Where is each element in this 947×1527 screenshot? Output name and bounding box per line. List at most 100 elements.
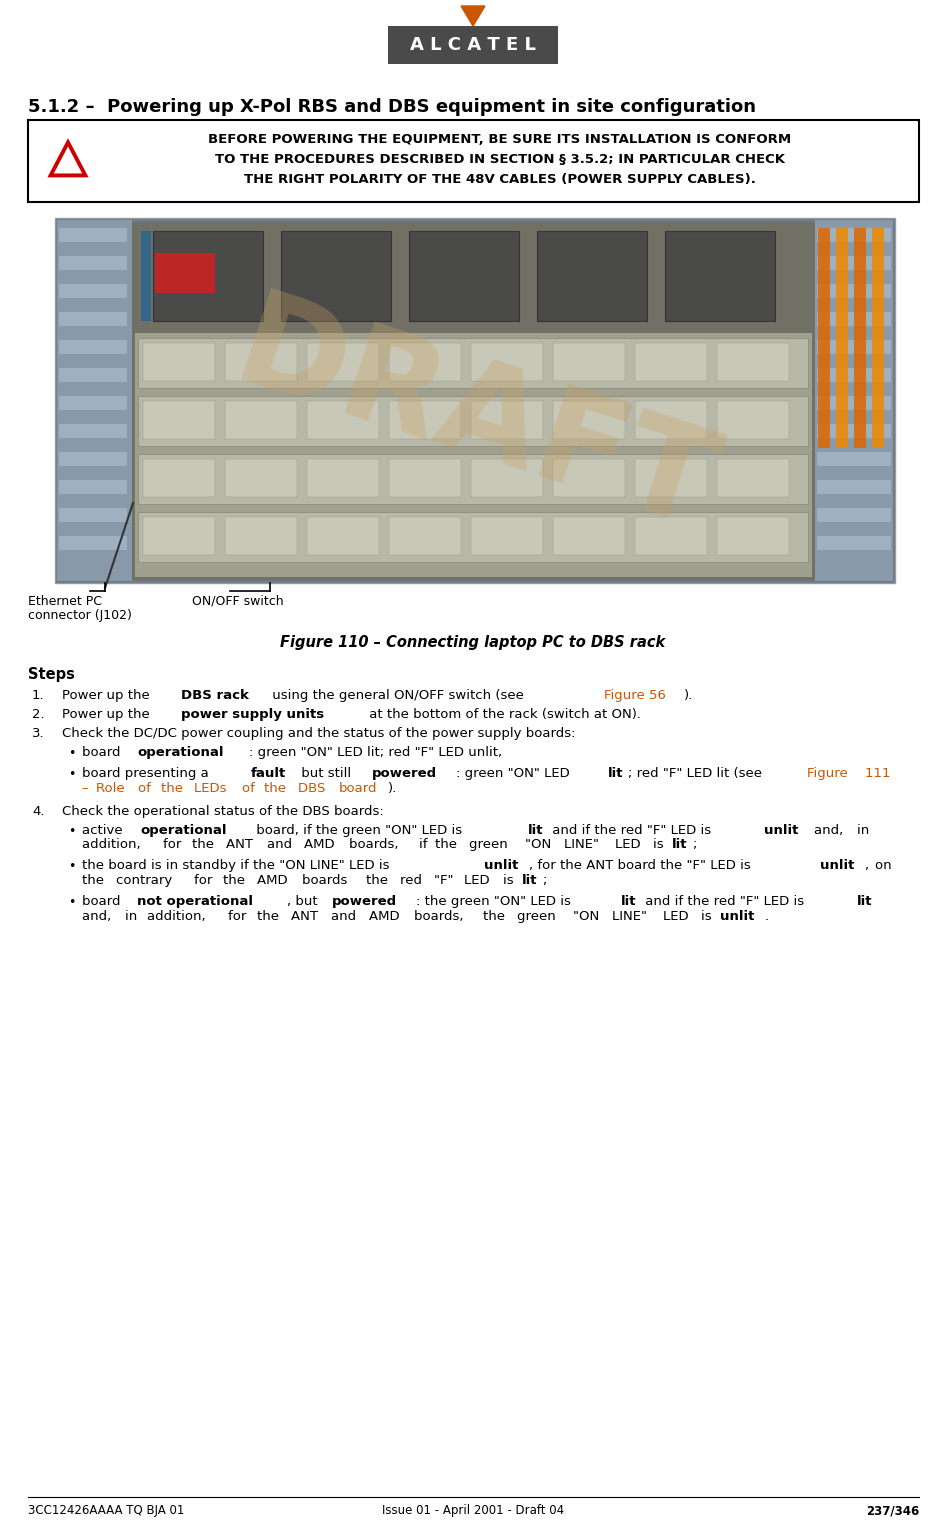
FancyBboxPatch shape xyxy=(635,518,707,554)
Text: the: the xyxy=(264,782,290,794)
Text: 3CC12426AAAA TQ BJA 01: 3CC12426AAAA TQ BJA 01 xyxy=(28,1504,185,1516)
Text: DBS: DBS xyxy=(297,782,330,794)
Text: Steps: Steps xyxy=(28,667,75,683)
FancyBboxPatch shape xyxy=(537,231,647,321)
Text: powered: powered xyxy=(372,767,437,780)
Text: boards,: boards, xyxy=(414,910,468,922)
Text: of: of xyxy=(241,782,259,794)
Text: operational: operational xyxy=(140,823,226,837)
Text: if: if xyxy=(419,838,432,852)
FancyBboxPatch shape xyxy=(389,402,461,438)
Text: and,: and, xyxy=(82,910,116,922)
Text: on: on xyxy=(875,860,896,872)
FancyBboxPatch shape xyxy=(854,228,866,447)
FancyBboxPatch shape xyxy=(59,425,127,438)
FancyBboxPatch shape xyxy=(817,425,891,438)
FancyBboxPatch shape xyxy=(307,518,379,554)
FancyBboxPatch shape xyxy=(59,368,127,382)
Text: 5.1.2 –  Powering up X-Pol RBS and DBS equipment in site configuration: 5.1.2 – Powering up X-Pol RBS and DBS eq… xyxy=(28,98,756,116)
Text: but still: but still xyxy=(296,767,355,780)
FancyBboxPatch shape xyxy=(59,452,127,466)
Text: active: active xyxy=(82,823,127,837)
Text: the: the xyxy=(82,873,108,887)
FancyBboxPatch shape xyxy=(59,508,127,522)
FancyBboxPatch shape xyxy=(553,460,625,496)
Text: TO THE PROCEDURES DESCRIBED IN SECTION § 3.5.2; IN PARTICULAR CHECK: TO THE PROCEDURES DESCRIBED IN SECTION §… xyxy=(215,153,785,166)
Text: BEFORE POWERING THE EQUIPMENT, BE SURE ITS INSTALLATION IS CONFORM: BEFORE POWERING THE EQUIPMENT, BE SURE I… xyxy=(208,133,792,147)
FancyBboxPatch shape xyxy=(143,460,215,496)
Polygon shape xyxy=(50,142,85,176)
Text: Check the DC/DC power coupling and the status of the power supply boards:: Check the DC/DC power coupling and the s… xyxy=(62,727,576,741)
FancyBboxPatch shape xyxy=(59,257,127,270)
FancyBboxPatch shape xyxy=(717,344,789,382)
FancyBboxPatch shape xyxy=(635,460,707,496)
Text: and: and xyxy=(266,838,295,852)
Text: is: is xyxy=(653,838,668,852)
FancyBboxPatch shape xyxy=(817,368,891,382)
FancyBboxPatch shape xyxy=(133,223,813,579)
FancyBboxPatch shape xyxy=(225,518,297,554)
Text: 2.: 2. xyxy=(32,709,45,721)
Text: ;: ; xyxy=(692,838,697,852)
FancyBboxPatch shape xyxy=(28,121,919,202)
Text: "F": "F" xyxy=(434,873,457,887)
Text: board: board xyxy=(82,747,125,759)
Text: •: • xyxy=(68,768,76,780)
Text: Power up the: Power up the xyxy=(62,689,154,702)
Text: ANT: ANT xyxy=(226,838,258,852)
Text: unlit: unlit xyxy=(484,860,519,872)
Text: Power up the: Power up the xyxy=(62,709,154,721)
FancyBboxPatch shape xyxy=(836,228,848,447)
Text: Ethernet PC: Ethernet PC xyxy=(28,596,102,608)
Text: green: green xyxy=(517,910,561,922)
Text: unlit: unlit xyxy=(764,823,798,837)
Text: AMD: AMD xyxy=(304,838,339,852)
FancyBboxPatch shape xyxy=(389,344,461,382)
Text: the: the xyxy=(483,910,509,922)
Text: the: the xyxy=(366,873,392,887)
FancyBboxPatch shape xyxy=(138,395,808,446)
Text: lit: lit xyxy=(608,767,624,780)
Text: and,: and, xyxy=(813,823,848,837)
FancyBboxPatch shape xyxy=(717,518,789,554)
FancyBboxPatch shape xyxy=(59,312,127,325)
Text: ).: ). xyxy=(684,689,693,702)
Text: lit: lit xyxy=(621,895,636,909)
Text: for: for xyxy=(194,873,217,887)
FancyBboxPatch shape xyxy=(409,231,519,321)
Text: 111: 111 xyxy=(865,767,894,780)
Text: ANT: ANT xyxy=(291,910,322,922)
FancyBboxPatch shape xyxy=(717,460,789,496)
Text: LINE": LINE" xyxy=(612,910,652,922)
Text: : green "ON" LED: : green "ON" LED xyxy=(456,767,574,780)
Text: board: board xyxy=(82,895,125,909)
Text: fault: fault xyxy=(251,767,286,780)
Text: ON/OFF switch: ON/OFF switch xyxy=(192,596,283,608)
FancyBboxPatch shape xyxy=(817,312,891,325)
FancyBboxPatch shape xyxy=(817,452,891,466)
Text: of: of xyxy=(138,782,155,794)
Text: THE RIGHT POLARITY OF THE 48V CABLES (POWER SUPPLY CABLES).: THE RIGHT POLARITY OF THE 48V CABLES (PO… xyxy=(244,173,756,186)
FancyBboxPatch shape xyxy=(225,402,297,438)
Text: A L C A T E L: A L C A T E L xyxy=(410,37,536,53)
Text: powered: powered xyxy=(331,895,397,909)
Text: and if the red "F" LED is: and if the red "F" LED is xyxy=(641,895,809,909)
Text: 1.: 1. xyxy=(32,689,45,702)
FancyBboxPatch shape xyxy=(717,402,789,438)
Text: boards,: boards, xyxy=(349,838,403,852)
FancyBboxPatch shape xyxy=(307,344,379,382)
FancyBboxPatch shape xyxy=(55,218,895,583)
FancyBboxPatch shape xyxy=(471,402,543,438)
Text: the: the xyxy=(192,838,219,852)
Text: Figure: Figure xyxy=(807,767,851,780)
FancyBboxPatch shape xyxy=(59,228,127,241)
FancyBboxPatch shape xyxy=(281,231,391,321)
FancyBboxPatch shape xyxy=(388,26,558,64)
Text: .: . xyxy=(765,910,769,922)
FancyBboxPatch shape xyxy=(471,518,543,554)
Text: Issue 01 - April 2001 - Draft 04: Issue 01 - April 2001 - Draft 04 xyxy=(382,1504,564,1516)
Text: the: the xyxy=(161,782,187,794)
FancyBboxPatch shape xyxy=(818,228,830,447)
Text: AMD: AMD xyxy=(257,873,292,887)
Text: ,: , xyxy=(865,860,873,872)
